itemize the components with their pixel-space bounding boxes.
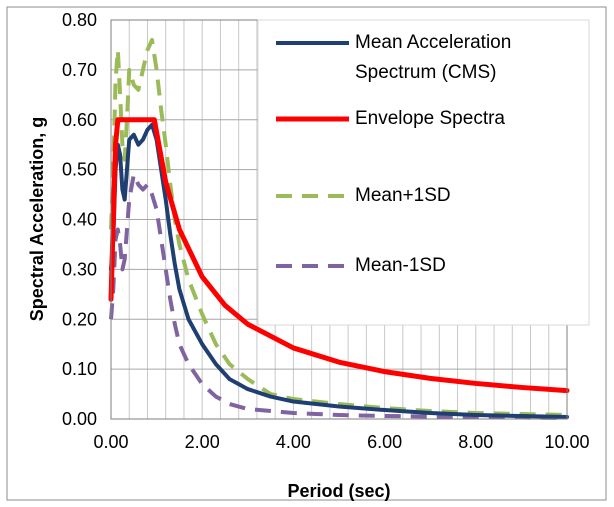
y-tick-label: 0.10	[62, 359, 97, 379]
x-tick-label: 8.00	[458, 432, 493, 452]
legend-label-mean-acceleration-spectrum-cms: Mean Acceleration	[355, 32, 511, 53]
x-tick-label: 10.00	[544, 432, 589, 452]
y-axis-title: Spectral Acceleration, g	[27, 117, 47, 321]
tick-labels: 0.00 2.00 4.00 6.00 8.00 10.00 0.00 0.10 0.20 0.3…	[62, 10, 590, 452]
y-tick-label: 0.50	[62, 160, 97, 180]
series-line-mean-1sd	[109, 37, 568, 418]
y-tick-label: 0.70	[62, 60, 97, 80]
series-group	[108, 37, 570, 420]
y-tick-label: 0.30	[62, 259, 97, 279]
legend-label-envelope-spectra: Envelope Spectra	[355, 108, 505, 129]
series-line-envelope-spectra	[108, 117, 570, 394]
y-tick-label: 0.40	[62, 210, 97, 230]
x-tick-label: 2.00	[185, 432, 220, 452]
x-axis-title: Period (sec)	[287, 481, 390, 501]
legend-box	[257, 19, 590, 326]
y-tick-label: 0.20	[62, 309, 97, 329]
series-line-mean-acceleration-spectrum-cms	[109, 122, 569, 419]
legend-label-mean-1sd: Mean+1SD	[355, 185, 451, 206]
legend-label-mean-1sd: Mean-1SD	[355, 255, 446, 276]
legend-label-mean-acceleration-spectrum-cms: Spectrum (CMS)	[355, 62, 496, 83]
y-tick-label: 0.00	[62, 409, 97, 429]
x-tick-label: 6.00	[367, 432, 402, 452]
y-tick-label: 0.60	[62, 110, 97, 130]
series-line-mean-1sd	[109, 172, 568, 420]
x-tick-label: 4.00	[276, 432, 311, 452]
x-tick-label: 0.00	[93, 432, 128, 452]
legend: Mean Acceleration Spectrum (CMS) Envelope …	[257, 19, 590, 326]
y-tick-label: 0.80	[62, 10, 97, 30]
